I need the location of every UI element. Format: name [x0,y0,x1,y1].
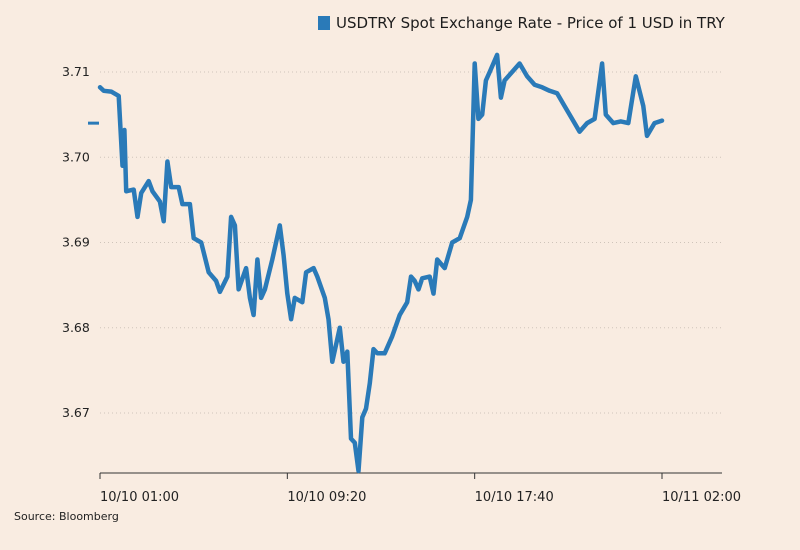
y-tick-label: 3.71 [62,64,90,79]
chart-legend: USDTRY Spot Exchange Rate - Price of 1 U… [318,14,725,32]
x-tick-label: 10/11 02:00 [662,490,741,505]
legend-label: USDTRY Spot Exchange Rate - Price of 1 U… [336,14,725,32]
series-line [97,52,665,474]
y-tick-label: 3.70 [62,149,90,164]
x-tick-label: 10/10 17:40 [475,490,554,505]
x-tick-label: 10/10 01:00 [100,490,179,505]
x-tick-label: 10/10 09:20 [287,490,366,505]
y-tick-label: 3.67 [62,405,90,420]
y-tick-label: 3.68 [62,320,90,335]
y-tick-label: 3.69 [62,235,90,250]
source-note: Source: Bloomberg [14,510,119,523]
legend-swatch [318,16,330,30]
